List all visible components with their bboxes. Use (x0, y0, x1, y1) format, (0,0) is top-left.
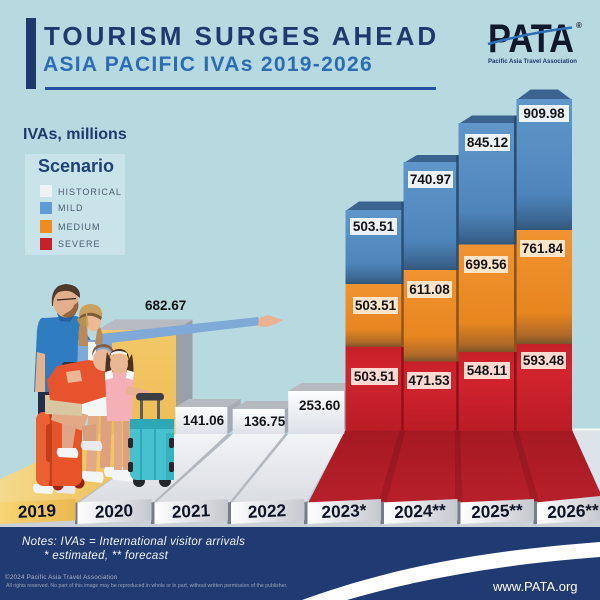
svg-text:2024**: 2024** (394, 500, 447, 522)
svg-text:2019: 2019 (17, 500, 56, 522)
svg-text:2026**: 2026** (547, 500, 600, 522)
svg-text:2022: 2022 (247, 500, 286, 522)
svg-text:Pacific Asia Travel Associatio: Pacific Asia Travel Association (488, 58, 577, 65)
svg-text:2020: 2020 (94, 500, 133, 522)
svg-text:PATA: PATA (488, 17, 574, 61)
svg-text:2023*: 2023* (321, 500, 367, 522)
svg-text:2021: 2021 (171, 500, 211, 522)
svg-text:2025**: 2025** (471, 500, 524, 522)
svg-text:®: ® (576, 21, 582, 30)
